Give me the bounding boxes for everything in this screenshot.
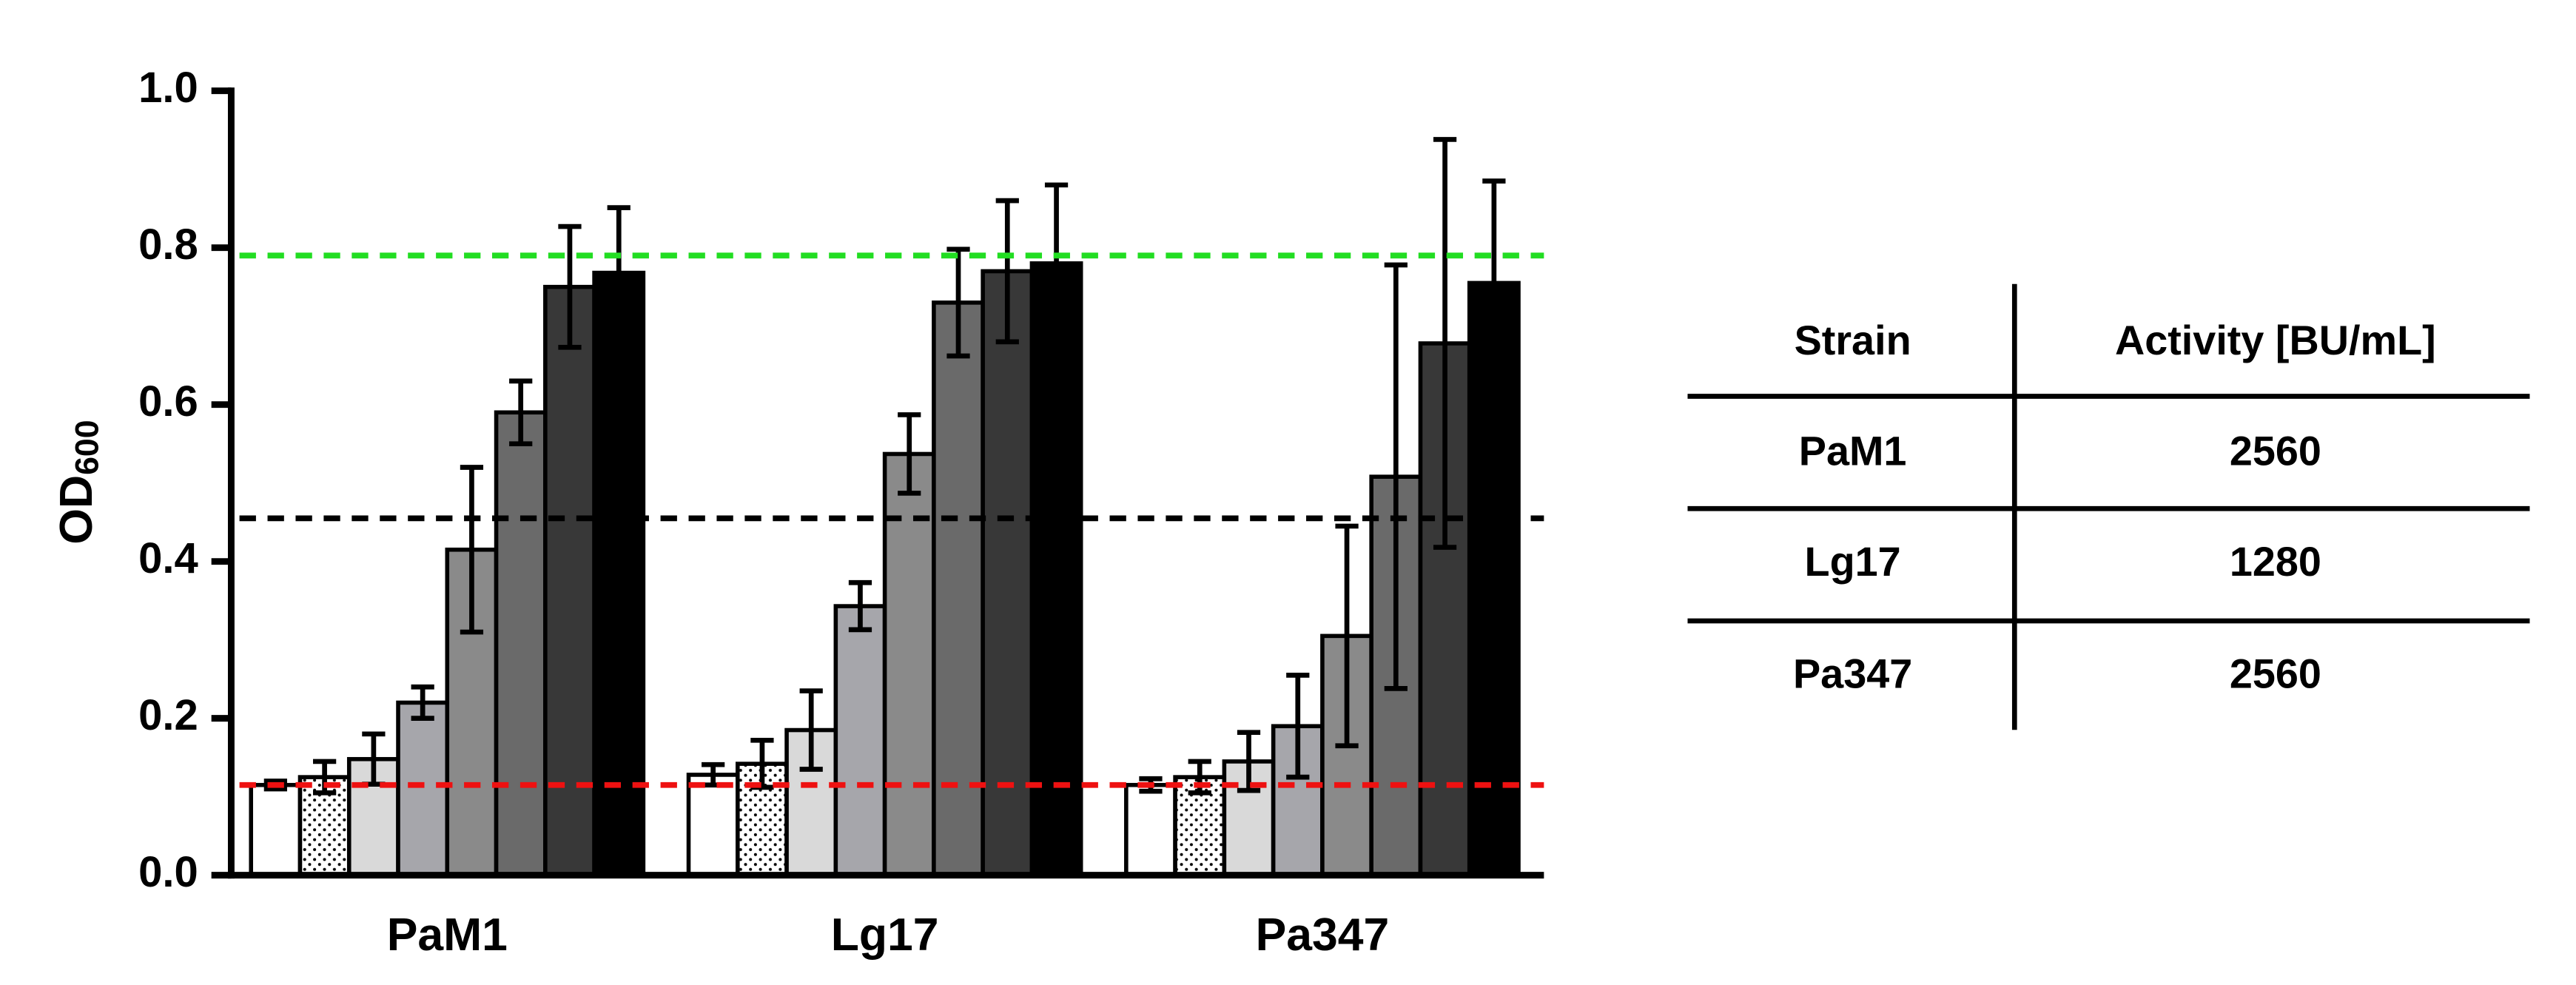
plot: 0.0 0.2 0.4 0.6 0.8 1.0 PaM1 Lg17 Pa347 (138, 64, 1544, 961)
error-bar (1433, 137, 1457, 550)
error-bar (411, 684, 434, 721)
error-bar (1237, 730, 1261, 793)
error-bar (460, 465, 484, 635)
error-bar (995, 198, 1019, 345)
y-tick-label: 0.2 (138, 691, 198, 739)
bar (494, 410, 548, 878)
table-cell: PaM1 (1799, 428, 1907, 474)
bar (686, 773, 740, 878)
table-header: Strain (1795, 317, 1911, 363)
table-cell: Pa347 (1793, 651, 1912, 697)
error-bar (1482, 178, 1506, 388)
bar (396, 700, 450, 878)
bar (833, 604, 887, 878)
error-bar (898, 412, 921, 496)
table: Strain Activity [BU/mL] PaM1 2560 Lg17 1280 Pa… (1687, 283, 2530, 730)
x-tick-label: Lg17 (831, 909, 939, 961)
y-tick-label: 0.4 (138, 534, 198, 582)
y-label-subscript: 600 (69, 420, 105, 474)
bar (1124, 782, 1177, 878)
y-tick-label: 0.0 (138, 848, 198, 896)
bar (1029, 261, 1083, 878)
x-tick-label: Pa347 (1256, 909, 1390, 961)
error-bar (607, 205, 630, 340)
error-bar (1286, 672, 1310, 780)
error-bar (558, 223, 582, 350)
table-cell: 2560 (2230, 428, 2321, 474)
error-bar (848, 579, 872, 633)
y-tick-label: 1.0 (138, 64, 198, 112)
bar (592, 270, 646, 878)
error-bar (1044, 182, 1069, 345)
y-tick-label: 0.6 (138, 377, 198, 426)
bar (932, 300, 985, 878)
error-bar (1384, 262, 1408, 691)
table-cell: 1280 (2230, 539, 2321, 585)
x-tick-label: PaM1 (387, 909, 508, 961)
y-tick-label: 0.8 (138, 221, 198, 269)
error-bar (946, 246, 970, 359)
error-bar (509, 378, 533, 447)
table-header: Activity [BU/mL] (2115, 317, 2436, 363)
error-bar (799, 688, 823, 772)
y-label-main: OD (50, 475, 102, 545)
table-cell: Lg17 (1805, 539, 1901, 585)
table-cell: 2560 (2230, 651, 2321, 697)
bar (249, 782, 303, 878)
error-bar (1335, 523, 1359, 749)
y-axis-label: OD600 (50, 420, 106, 544)
